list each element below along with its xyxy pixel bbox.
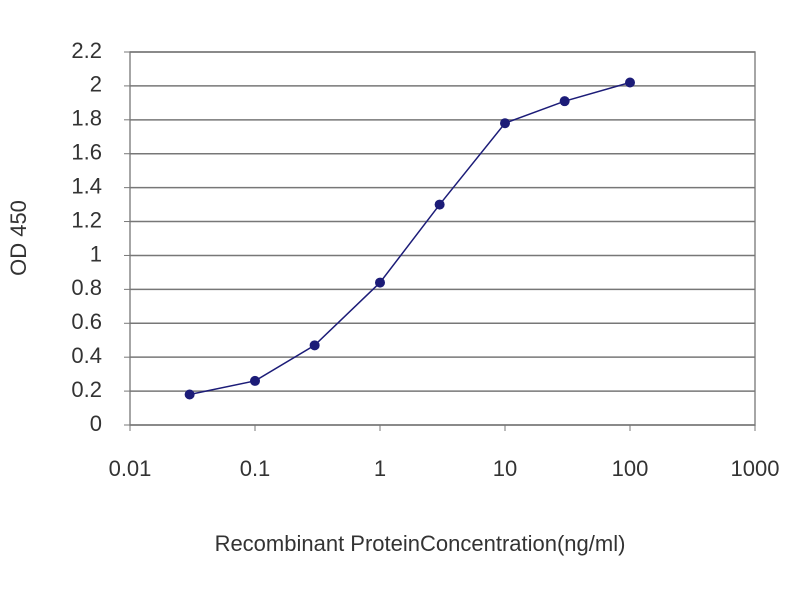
x-tick-label: 0.1 — [240, 456, 271, 481]
x-tick-label: 1000 — [731, 456, 780, 481]
y-tick-label: 1.4 — [71, 173, 102, 198]
x-tick-label: 1 — [374, 456, 386, 481]
y-tick-label: 0.8 — [71, 275, 102, 300]
y-tick-label: 0 — [90, 411, 102, 436]
x-axis-label: Recombinant ProteinConcentration(ng/ml) — [215, 531, 626, 556]
y-tick-label: 1 — [90, 241, 102, 266]
marker — [309, 340, 320, 351]
x-tick-label: 100 — [612, 456, 649, 481]
y-tick-label: 2.2 — [71, 38, 102, 63]
marker — [434, 199, 445, 210]
y-tick-label: 0.4 — [71, 343, 102, 368]
y-tick-label: 1.8 — [71, 106, 102, 131]
marker — [625, 77, 635, 88]
marker — [375, 277, 385, 288]
line — [189, 81, 631, 396]
y-tick-label: 2 — [90, 72, 102, 97]
plot-area — [129, 51, 756, 426]
y-tick-label: 0.6 — [71, 309, 102, 334]
y-tick-label: 1.6 — [71, 140, 102, 165]
x-tick-label: 10 — [493, 456, 517, 481]
x-tick-label: 0.01 — [109, 456, 152, 481]
y-tick-label: 0.2 — [71, 377, 102, 402]
y-tick-label: 1.2 — [71, 207, 102, 232]
marker — [500, 118, 510, 129]
marker — [559, 96, 570, 107]
y-axis-label: OD 450 — [6, 200, 31, 276]
marker — [250, 375, 260, 386]
marker — [184, 389, 195, 400]
